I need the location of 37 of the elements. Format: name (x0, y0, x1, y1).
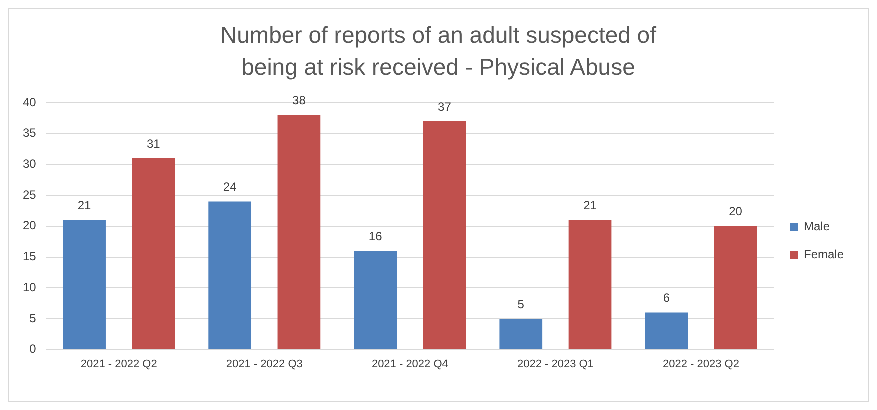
data-label: 20 (729, 204, 743, 219)
bar (645, 312, 688, 350)
x-tick-label: 2021 - 2022 Q4 (372, 358, 448, 370)
data-label: 24 (223, 180, 238, 194)
bar (208, 202, 252, 350)
legend-label: Female (804, 247, 844, 262)
y-tick-label: 5 (30, 311, 37, 326)
x-tick-label: 2022 - 2023 Q2 (662, 358, 740, 370)
y-tick-label: 40 (22, 95, 37, 110)
bar (354, 251, 398, 350)
bar (568, 220, 612, 350)
y-tick-label: 15 (22, 250, 37, 264)
data-label: 21 (584, 198, 598, 213)
y-tick-label: 35 (22, 126, 37, 140)
data-label: 5 (518, 297, 525, 312)
bar (500, 318, 543, 350)
bar (714, 226, 758, 350)
x-tick-label: 2022 - 2023 Q1 (517, 358, 594, 370)
bar (423, 122, 466, 350)
data-label: 21 (78, 198, 92, 213)
legend-label: Male (804, 219, 830, 234)
data-label: 37 (438, 100, 452, 114)
x-tick-label: 2021 - 2022 Q2 (80, 358, 158, 370)
bar (278, 115, 321, 350)
data-label: 38 (292, 94, 306, 108)
x-tick-label: 2021 - 2022 Q3 (226, 358, 303, 370)
chart-title: Number of reports of an adult suspected of being at risk received - Physical Abuse (220, 21, 658, 82)
y-tick-label: 25 (22, 188, 37, 202)
y-tick-label: 20 (22, 218, 37, 233)
data-label: 31 (146, 136, 161, 151)
y-tick-label: 10 (22, 280, 37, 294)
y-tick-label: 30 (22, 157, 37, 172)
bar (63, 220, 106, 350)
bar (132, 158, 176, 350)
data-label: 6 (663, 291, 670, 306)
y-tick-label: 0 (30, 342, 37, 356)
data-label: 16 (368, 229, 383, 244)
